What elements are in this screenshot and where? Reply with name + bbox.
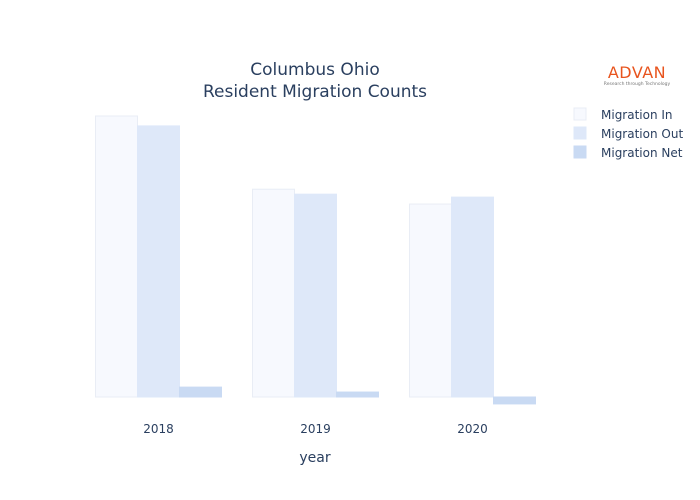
chart-title-line-2: Resident Migration Counts bbox=[203, 82, 427, 102]
bar-migration-net-2018[interactable] bbox=[179, 386, 222, 398]
advan-logo: ADVAN Research through Technology bbox=[597, 64, 677, 94]
bars-group bbox=[95, 115, 536, 405]
legend-swatch-migration-in[interactable] bbox=[573, 107, 587, 121]
bar-migration-in-2019[interactable] bbox=[252, 188, 295, 398]
legend-swatch-migration-net[interactable] bbox=[573, 145, 587, 159]
x-tick-label-2019: 2019 bbox=[300, 422, 331, 436]
bar-migration-out-2020[interactable] bbox=[451, 196, 494, 398]
chart-title-line-1: Columbus Ohio bbox=[250, 60, 379, 80]
bar-migration-out-2019[interactable] bbox=[294, 193, 337, 398]
legend-swatch-migration-out[interactable] bbox=[573, 126, 587, 140]
x-ticks-group: 2018 2019 2020 bbox=[143, 422, 488, 436]
legend-label-migration-in[interactable]: Migration In bbox=[601, 108, 673, 122]
legend-label-migration-net[interactable]: Migration Net bbox=[601, 146, 683, 160]
x-tick-label-2018: 2018 bbox=[143, 422, 174, 436]
x-axis-title: year bbox=[299, 450, 330, 466]
legend-label-migration-out[interactable]: Migration Out bbox=[601, 127, 683, 141]
x-tick-label-2020: 2020 bbox=[457, 422, 488, 436]
bar-migration-in-2020[interactable] bbox=[409, 203, 452, 398]
logo-wordmark: ADVAN bbox=[607, 63, 667, 82]
logo-tagline: Research through Technology bbox=[603, 82, 671, 87]
bar-migration-out-2018[interactable] bbox=[137, 125, 180, 398]
bar-migration-net-2019[interactable] bbox=[336, 391, 379, 398]
bar-migration-in-2018[interactable] bbox=[95, 115, 138, 398]
bar-migration-net-2020[interactable] bbox=[493, 396, 536, 405]
legend[interactable]: Migration In Migration Out Migration Net bbox=[573, 107, 683, 160]
